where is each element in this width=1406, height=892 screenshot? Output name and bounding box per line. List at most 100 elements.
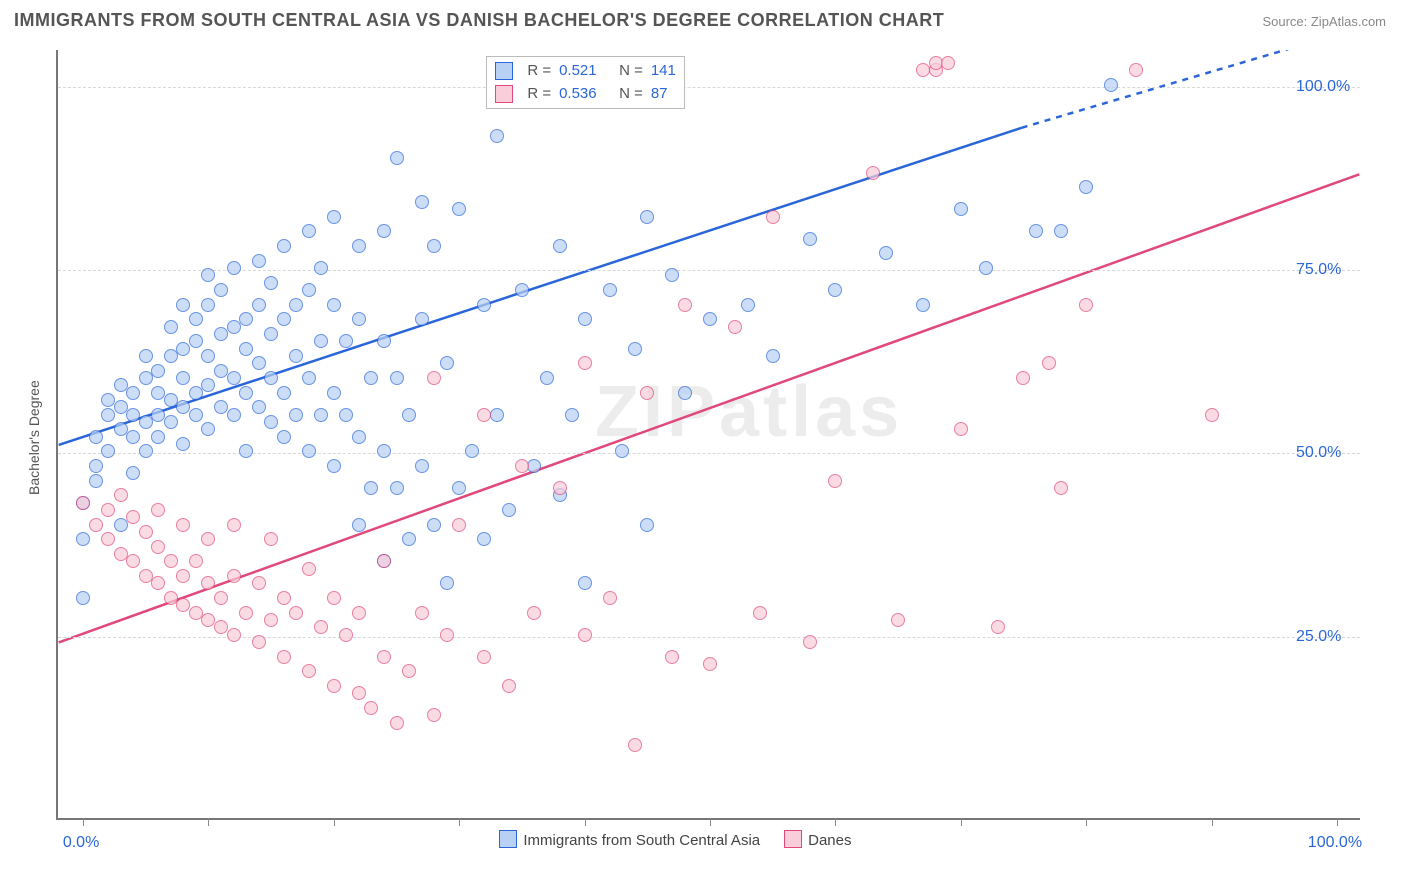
scatter-point	[176, 342, 190, 356]
scatter-point	[427, 708, 441, 722]
scatter-point	[151, 503, 165, 517]
gridline	[58, 270, 1360, 271]
stats-row: R =0.521N =141	[495, 60, 676, 83]
scatter-point	[126, 430, 140, 444]
scatter-point	[126, 554, 140, 568]
scatter-point	[327, 679, 341, 693]
scatter-point	[302, 371, 316, 385]
scatter-point	[264, 613, 278, 627]
scatter-point	[239, 386, 253, 400]
scatter-point	[452, 481, 466, 495]
scatter-point	[364, 481, 378, 495]
scatter-point	[603, 283, 617, 297]
scatter-point	[553, 239, 567, 253]
scatter-point	[289, 606, 303, 620]
stats-row: R =0.536N = 87	[495, 83, 676, 106]
scatter-point	[339, 628, 353, 642]
scatter-point	[954, 422, 968, 436]
scatter-point	[427, 518, 441, 532]
x-axis-legend: Immigrants from South Central Asia Danes	[499, 830, 851, 849]
scatter-point	[390, 371, 404, 385]
y-tick-label: 50.0%	[1296, 444, 1341, 462]
scatter-point	[264, 415, 278, 429]
chart-title: IMMIGRANTS FROM SOUTH CENTRAL ASIA VS DA…	[14, 10, 944, 31]
scatter-point	[139, 525, 153, 539]
x-tick	[1337, 818, 1338, 826]
scatter-point	[101, 532, 115, 546]
scatter-point	[314, 620, 328, 634]
scatter-point	[352, 239, 366, 253]
scatter-point	[227, 408, 241, 422]
scatter-point	[1205, 408, 1219, 422]
scatter-point	[176, 437, 190, 451]
scatter-point	[578, 356, 592, 370]
scatter-point	[415, 195, 429, 209]
x-tick	[835, 818, 836, 826]
scatter-point	[227, 320, 241, 334]
scatter-point	[402, 664, 416, 678]
scatter-point	[189, 408, 203, 422]
scatter-point	[252, 400, 266, 414]
scatter-point	[1054, 224, 1068, 238]
scatter-point	[214, 327, 228, 341]
legend-swatch	[499, 830, 517, 848]
scatter-point	[665, 650, 679, 664]
scatter-point	[678, 386, 692, 400]
scatter-point	[151, 364, 165, 378]
scatter-point	[352, 518, 366, 532]
scatter-point	[527, 606, 541, 620]
scatter-point	[214, 283, 228, 297]
scatter-point	[339, 334, 353, 348]
scatter-point	[214, 591, 228, 605]
scatter-point	[1054, 481, 1068, 495]
scatter-point	[490, 408, 504, 422]
legend-swatch	[495, 85, 513, 103]
scatter-point	[277, 386, 291, 400]
scatter-point	[239, 606, 253, 620]
scatter-point	[201, 532, 215, 546]
scatter-point	[879, 246, 893, 260]
r-value: 0.536	[559, 83, 611, 106]
scatter-point	[1029, 224, 1043, 238]
scatter-point	[201, 349, 215, 363]
y-tick-label: 75.0%	[1296, 261, 1341, 279]
legend-item: Danes	[784, 830, 851, 849]
scatter-point	[227, 371, 241, 385]
scatter-point	[553, 481, 567, 495]
scatter-point	[540, 371, 554, 385]
scatter-point	[101, 408, 115, 422]
scatter-point	[603, 591, 617, 605]
scatter-point	[364, 701, 378, 715]
scatter-point	[402, 408, 416, 422]
scatter-point	[264, 532, 278, 546]
scatter-point	[515, 283, 529, 297]
scatter-point	[502, 679, 516, 693]
legend-label: Immigrants from South Central Asia	[523, 832, 760, 849]
scatter-point	[139, 349, 153, 363]
scatter-point	[189, 334, 203, 348]
scatter-point	[101, 444, 115, 458]
scatter-point	[678, 298, 692, 312]
scatter-point	[76, 591, 90, 605]
scatter-point	[565, 408, 579, 422]
scatter-point	[490, 129, 504, 143]
scatter-point	[578, 628, 592, 642]
scatter-point	[615, 444, 629, 458]
scatter-point	[289, 298, 303, 312]
n-label: N =	[619, 60, 643, 83]
y-tick-label: 25.0%	[1296, 628, 1341, 646]
stats-legend: R =0.521N =141R =0.536N = 87	[486, 56, 685, 109]
scatter-point	[201, 298, 215, 312]
scatter-point	[201, 378, 215, 392]
scatter-point	[640, 210, 654, 224]
plot-area: ZIPatlas	[56, 50, 1360, 820]
scatter-point	[1079, 180, 1093, 194]
scatter-point	[114, 518, 128, 532]
scatter-point	[252, 254, 266, 268]
scatter-point	[527, 459, 541, 473]
scatter-point	[201, 268, 215, 282]
scatter-point	[176, 518, 190, 532]
scatter-point	[126, 510, 140, 524]
scatter-point	[277, 650, 291, 664]
scatter-point	[264, 276, 278, 290]
